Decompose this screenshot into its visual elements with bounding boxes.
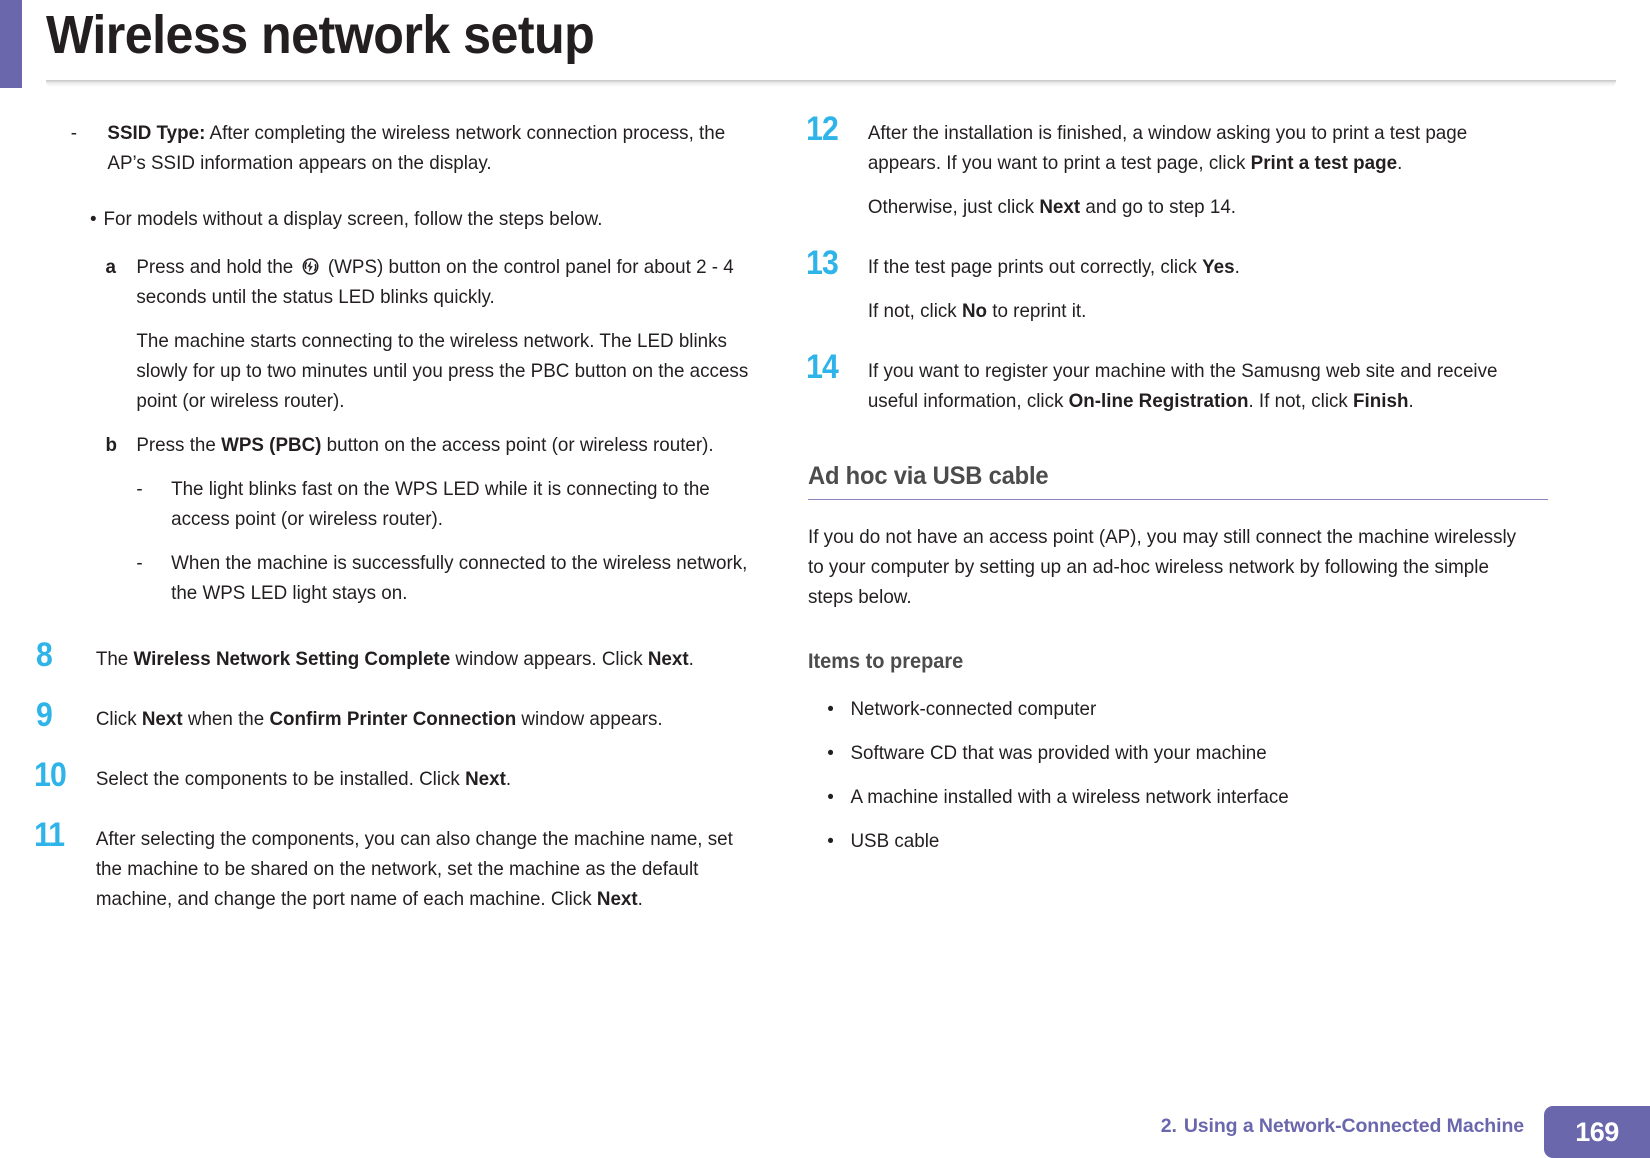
dash-marker: - <box>136 478 143 500</box>
prepare-item-1: • Software CD that was provided with you… <box>808 738 1524 768</box>
footer-section-number: 2. <box>1160 1115 1177 1137</box>
bullet-marker: • <box>827 830 834 852</box>
bullet-marker: • <box>827 786 834 808</box>
wps-led-fast-item: - The light blinks fast on the WPS LED w… <box>36 474 762 534</box>
prepare-item-3-text: USB cable <box>850 830 940 852</box>
wps-icon <box>301 255 319 275</box>
step-14: 14 If you want to register your machine … <box>806 348 1524 416</box>
step-13-follow: If not, click No to reprint it. <box>808 296 1524 326</box>
ssid-type-label: SSID Type: <box>107 122 206 144</box>
sub-step-b-bold: WPS (PBC) <box>221 434 322 456</box>
step-9-text: Click Next when the Confirm Printer Conn… <box>95 708 663 730</box>
step-12-text: After the installation is finished, a wi… <box>867 122 1468 174</box>
step-10-text: Select the components to be installed. C… <box>95 768 512 790</box>
step-13-number: 13 <box>806 244 839 282</box>
step-14-number: 14 <box>806 348 839 386</box>
sub-step-a-marker: a <box>105 256 116 278</box>
step-10: 10 Select the components to be installed… <box>34 756 762 798</box>
step-13-follow-text: If not, click No to reprint it. <box>867 300 1087 322</box>
step-8: 8 The Wireless Network Setting Complete … <box>36 636 762 678</box>
dash-marker: - <box>136 552 143 574</box>
ssid-type-item: - SSID Type: After completing the wirele… <box>36 118 762 178</box>
header-divider <box>46 80 1616 87</box>
wps-led-fast-text: The light blinks fast on the WPS LED whi… <box>171 478 710 530</box>
step-12-number: 12 <box>806 110 839 148</box>
page-title: Wireless network setup <box>46 5 595 65</box>
header-accent-bar <box>0 0 22 88</box>
sub-step-b-text-before: Press the <box>136 434 222 456</box>
sub-step-a-paragraph: The machine starts connecting to the wir… <box>136 330 749 412</box>
step-11: 11 After selecting the components, you c… <box>34 816 762 914</box>
step-9: 9 Click Next when the Confirm Printer Co… <box>36 696 762 738</box>
sub-step-b-marker: b <box>105 434 117 456</box>
step-12-follow-text: Otherwise, just click Next and go to ste… <box>867 196 1237 218</box>
dash-marker: - <box>70 122 78 144</box>
prepare-item-3: • USB cable <box>808 826 1524 856</box>
page-footer: 2. Using a Network-Connected Machine 169 <box>0 1088 1650 1158</box>
wps-led-on-item: - When the machine is successfully conne… <box>36 548 762 608</box>
step-12: 12 After the installation is finished, a… <box>806 110 1524 178</box>
step-11-number: 11 <box>34 816 65 854</box>
models-without-display-text: For models without a display screen, fol… <box>103 208 603 230</box>
wps-led-on-text: When the machine is successfully connect… <box>171 552 748 604</box>
prepare-item-0: • Network-connected computer <box>808 694 1524 724</box>
step-13: 13 If the test page prints out correctly… <box>806 244 1524 286</box>
step-14-text: If you want to register your machine wit… <box>867 360 1498 412</box>
sub-step-a: a Press and hold the (WPS) button on the… <box>36 252 762 312</box>
step-9-number: 9 <box>36 696 53 734</box>
section-intro-text: If you do not have an access point (AP),… <box>808 526 1517 608</box>
prepare-item-0-text: Network-connected computer <box>850 698 1097 720</box>
prepare-item-2-text: A machine installed with a wireless netw… <box>850 786 1289 808</box>
models-without-display-item: • For models without a display screen, f… <box>36 204 762 234</box>
step-11-text: After selecting the components, you can … <box>95 828 733 910</box>
left-column: - SSID Type: After completing the wirele… <box>34 118 788 914</box>
section-divider <box>808 499 1548 500</box>
footer-section-label: 2. Using a Network-Connected Machine <box>1161 1115 1524 1138</box>
sub-heading-items-to-prepare: Items to prepare <box>808 650 964 673</box>
bullet-marker: • <box>827 742 834 764</box>
page-header: Wireless network setup <box>0 0 1650 92</box>
bullet-marker: • <box>90 208 97 230</box>
footer-section-title: Using a Network-Connected Machine <box>1183 1115 1524 1137</box>
step-10-number: 10 <box>34 756 67 794</box>
step-8-number: 8 <box>36 636 53 674</box>
prepare-item-1-text: Software CD that was provided with your … <box>850 742 1267 764</box>
sub-step-a-text-after: (WPS) button on the control panel for ab… <box>136 256 734 308</box>
step-13-text: If the test page prints out correctly, c… <box>867 256 1240 278</box>
prepare-item-2: • A machine installed with a wireless ne… <box>808 782 1524 812</box>
bullet-marker: • <box>827 698 834 720</box>
step-12-follow: Otherwise, just click Next and go to ste… <box>808 192 1524 222</box>
ssid-type-text: After completing the wireless network co… <box>107 122 726 174</box>
sub-step-b: b Press the WPS (PBC) button on the acce… <box>36 430 762 460</box>
sub-step-b-text-after: button on the access point (or wireless … <box>321 434 714 456</box>
step-8-text: The Wireless Network Setting Complete wi… <box>95 648 694 670</box>
right-column: 12 After the installation is finished, a… <box>806 110 1550 856</box>
sub-step-a-text-before: Press and hold the <box>136 256 299 278</box>
section-heading-ad-hoc: Ad hoc via USB cable <box>808 462 1049 490</box>
page-number-badge: 169 <box>1544 1106 1650 1158</box>
